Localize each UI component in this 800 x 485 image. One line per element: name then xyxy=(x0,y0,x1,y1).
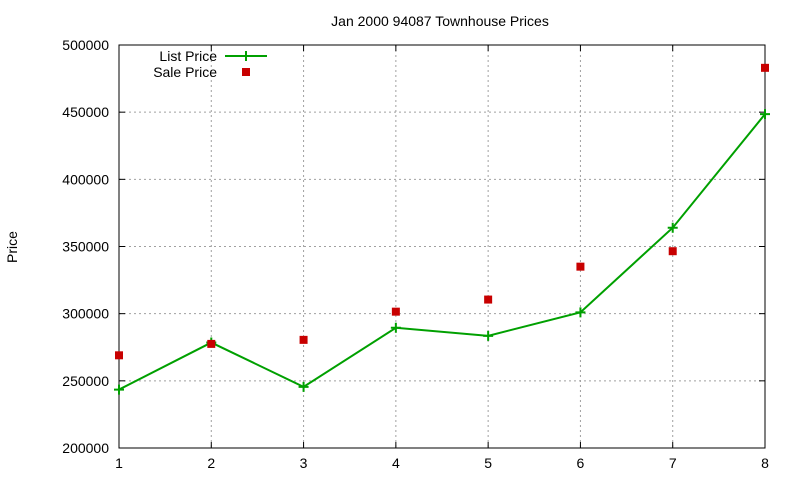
x-tick-label: 1 xyxy=(115,455,123,471)
axes: 200000 250000 300000 350000 400000 450000 5000… xyxy=(62,37,769,471)
x-tick-label: 5 xyxy=(484,455,492,471)
y-tick-label: 450000 xyxy=(62,104,109,120)
square-marker-icon xyxy=(576,262,585,271)
square-marker-icon xyxy=(115,351,123,360)
plot-series xyxy=(114,63,770,395)
y-tick-label: 500000 xyxy=(62,37,109,53)
y-axis-label: Price xyxy=(4,231,20,263)
plus-marker-icon xyxy=(390,322,401,333)
square-marker-icon xyxy=(207,339,216,348)
x-tick-label: 4 xyxy=(392,455,400,471)
plus-marker-icon xyxy=(575,307,586,318)
chart-title: Jan 2000 94087 Townhouse Prices xyxy=(331,13,549,29)
x-tick-label: 2 xyxy=(207,455,215,471)
x-tick-label: 8 xyxy=(761,455,769,471)
square-marker-icon xyxy=(242,68,250,76)
square-marker-icon xyxy=(391,307,400,316)
x-tick-label: 3 xyxy=(300,455,308,471)
plus-marker-icon xyxy=(760,109,770,120)
square-marker-icon xyxy=(484,295,493,304)
plot-frame xyxy=(118,44,766,449)
plus-marker-icon xyxy=(241,51,251,61)
legend-label: List Price xyxy=(159,48,217,64)
grid-lines xyxy=(119,45,765,448)
y-tick-label: 200000 xyxy=(62,440,109,456)
y-tick-label: 250000 xyxy=(62,373,109,389)
plus-marker-icon xyxy=(667,222,678,233)
y-tick-label: 400000 xyxy=(62,171,109,187)
square-marker-icon xyxy=(668,247,677,256)
square-marker-icon xyxy=(299,335,308,344)
plus-marker-icon xyxy=(114,384,124,395)
sale-price-series xyxy=(115,63,769,360)
y-tick-label: 350000 xyxy=(62,239,109,255)
x-tick-label: 7 xyxy=(669,455,677,471)
y-tick-label: 300000 xyxy=(62,306,109,322)
plus-marker-icon xyxy=(298,381,309,392)
x-tick-label: 6 xyxy=(577,455,585,471)
plus-marker-icon xyxy=(483,330,494,341)
legend-label: Sale Price xyxy=(153,64,217,80)
square-marker-icon xyxy=(761,63,769,72)
series-line xyxy=(118,113,766,391)
